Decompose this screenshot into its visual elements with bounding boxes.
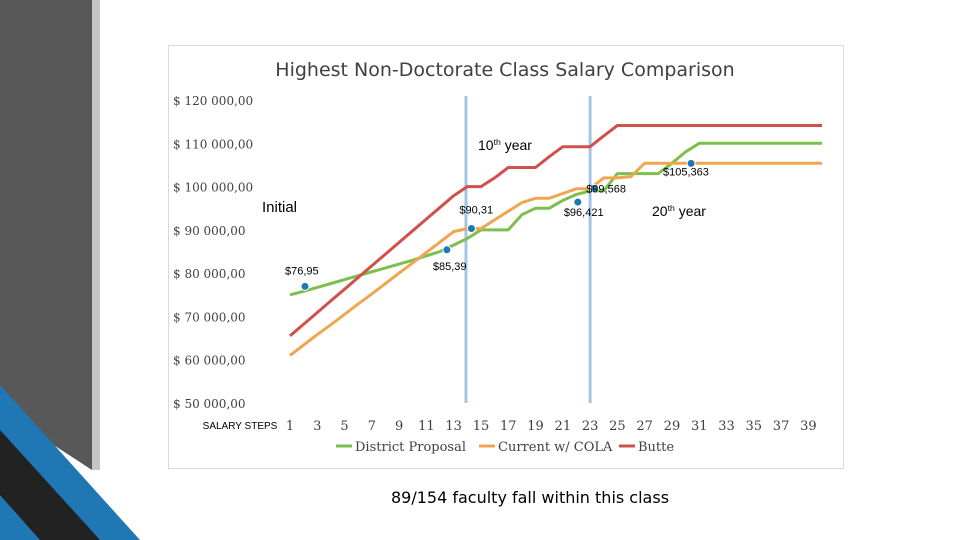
x-tick-label: 11 (418, 419, 435, 434)
annotation-tenth: 10th year (478, 137, 532, 153)
y-tick-label: $ 90 000,00 (173, 224, 246, 238)
decor-light-line (92, 0, 100, 470)
decor-dark-wedge (0, 430, 100, 540)
y-tick-label: $ 110 000,00 (173, 137, 253, 151)
series-line-butte (289, 124, 822, 338)
data-marker-label: $90,31 (459, 205, 493, 217)
x-tick-label: 33 (718, 419, 735, 434)
data-marker (442, 245, 452, 255)
data-marker (466, 224, 476, 234)
data-marker (300, 281, 310, 291)
y-tick-label: $ 50 000,00 (173, 397, 246, 411)
x-tick-label: 19 (527, 419, 544, 434)
x-tick-label: 37 (773, 419, 790, 434)
x-tick-label: 13 (445, 419, 462, 434)
series-line-current-w-cola (289, 161, 822, 357)
data-marker-label: $105,363 (663, 166, 709, 178)
y-tick-label: $ 70 000,00 (173, 310, 246, 324)
legend-label: Butte (638, 440, 674, 455)
x-tick-label: 9 (395, 419, 403, 434)
x-tick-label: 3 (313, 419, 321, 434)
series-line-district-proposal (289, 141, 822, 297)
data-marker (573, 197, 583, 207)
footer-note: 89/154 faculty fall within this class (390, 488, 670, 507)
x-tick-label: 23 (582, 419, 599, 434)
chart-title: Highest Non-Doctorate Class Salary Compa… (275, 59, 734, 81)
x-tick-label: 7 (368, 419, 376, 434)
y-tick-label: $ 80 000,00 (173, 267, 246, 281)
x-tick-label: 17 (500, 419, 517, 434)
x-tick-label: 35 (746, 419, 763, 434)
x-tick-label: 21 (555, 419, 572, 434)
x-tick-label: 5 (340, 419, 348, 434)
x-tick-label: 31 (691, 419, 708, 434)
y-tick-label: $ 100 000,00 (173, 181, 253, 195)
x-tick-label: 25 (609, 419, 626, 434)
annotation-initial: Initial (262, 199, 297, 216)
x-axis-label: SALARY STEPS (203, 421, 278, 432)
data-marker-label: $85,39 (433, 261, 467, 273)
chart-panel (168, 45, 844, 469)
decor-dark-stripe (0, 0, 92, 470)
legend-label: District Proposal (355, 440, 466, 455)
x-tick-label: 1 (286, 419, 294, 434)
data-marker (589, 183, 599, 193)
y-tick-label: $ 60 000,00 (173, 354, 246, 368)
y-tick-label: $ 120 000,00 (173, 94, 253, 108)
annotation-twentieth: 20th year (652, 203, 706, 219)
x-tick-label: 27 (636, 419, 653, 434)
x-tick-label: 15 (473, 419, 490, 434)
data-marker-label: $76,95 (285, 265, 319, 277)
data-marker (686, 158, 696, 168)
data-marker-label: $96,421 (564, 207, 604, 219)
legend-label: Current w/ COLA (498, 440, 613, 455)
data-marker-label: $99,568 (586, 183, 626, 195)
x-tick-label: 29 (664, 419, 681, 434)
x-tick-label: 39 (800, 419, 817, 434)
